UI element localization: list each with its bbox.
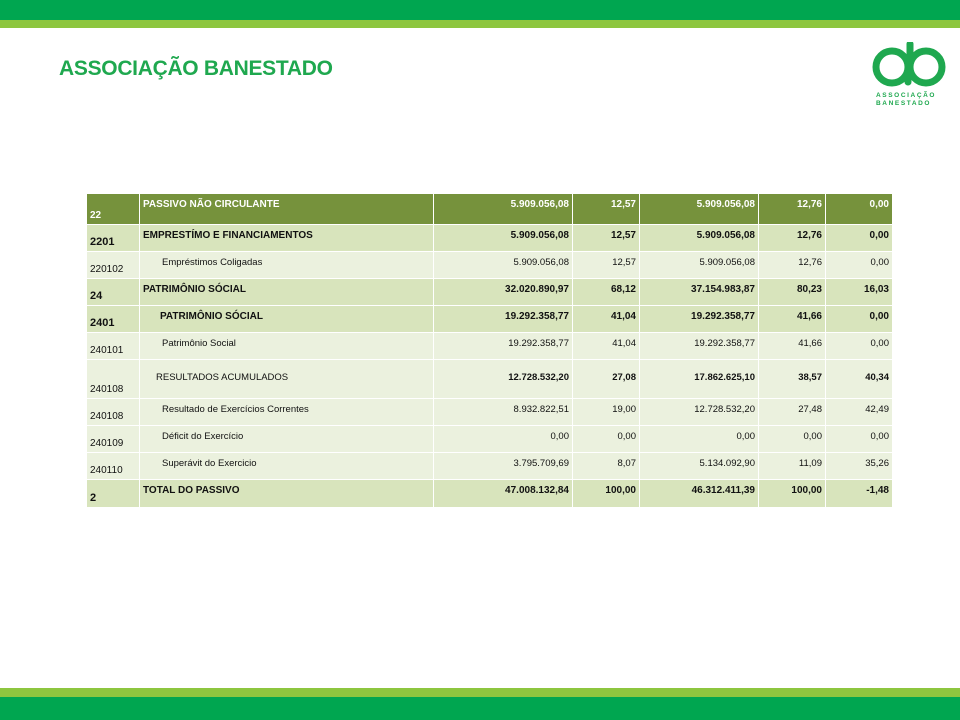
row-code: 2201 [87,225,139,251]
table-row: 2201 EMPRESTÍMO E FINANCIAMENTOS 5.909.0… [87,225,892,251]
row-code: 2 [87,480,139,507]
row-percent-2: 12,76 [759,225,825,251]
logo-text-line2: BANESTADO [876,100,932,107]
row-value-2: 5.909.056,08 [640,225,758,251]
row-variation: 0,00 [826,252,892,278]
row-code: 220102 [87,252,139,278]
row-percent-2: 41,66 [759,306,825,332]
row-value-1: 19.292.358,77 [434,306,572,332]
row-description: Empréstimos Coligadas [140,252,433,278]
row-value-1: 0,00 [434,426,572,452]
row-percent-1: 68,12 [573,279,639,305]
page-title: ASSOCIAÇÃO BANESTADO [59,57,333,80]
row-variation: 0,00 [826,306,892,332]
row-code: 240101 [87,333,139,359]
row-percent-2: 41,66 [759,333,825,359]
row-description: PATRIMÔNIO SÓCIAL [140,306,433,332]
row-description: PATRIMÔNIO SÓCIAL [140,279,433,305]
row-description: Déficit do Exercício [140,426,433,452]
row-value-1: 3.795.709,69 [434,453,572,479]
bottom-band-dark [0,697,960,720]
row-percent-2: 100,00 [759,480,825,507]
table-row: 24 PATRIMÔNIO SÓCIAL 32.020.890,97 68,12… [87,279,892,305]
row-percent-2: 0,00 [759,426,825,452]
table-row: 240108 Resultado de Exercícios Correntes… [87,399,892,425]
bottom-band-light [0,688,960,697]
row-percent-2: 38,57 [759,360,825,398]
row-percent-1: 41,04 [573,333,639,359]
row-value-1: 5.909.056,08 [434,252,572,278]
logo-text-line1: ASSOCIAÇÃO [876,92,937,99]
balance-table: 22 PASSIVO NÃO CIRCULANTE 5.909.056,08 1… [86,193,893,508]
row-percent-1: 12,57 [573,194,639,224]
row-variation: 0,00 [826,194,892,224]
row-code: 240110 [87,453,139,479]
row-percent-2: 11,09 [759,453,825,479]
row-value-1: 5.909.056,08 [434,225,572,251]
row-value-2: 37.154.983,87 [640,279,758,305]
row-code: 240108 [87,399,139,425]
row-percent-1: 19,00 [573,399,639,425]
table-row: 240101 Patrimônio Social 19.292.358,77 4… [87,333,892,359]
row-description: RESULTADOS ACUMULADOS [140,360,433,398]
table-row: 240109 Déficit do Exercício 0,00 0,00 0,… [87,426,892,452]
row-description: Resultado de Exercícios Correntes [140,399,433,425]
row-value-1: 19.292.358,77 [434,333,572,359]
logo: ASSOCIAÇÃO BANESTADO [868,42,948,112]
row-value-2: 19.292.358,77 [640,306,758,332]
row-percent-1: 12,57 [573,225,639,251]
row-description: TOTAL DO PASSIVO [140,480,433,507]
row-percent-1: 100,00 [573,480,639,507]
table-row: 240108 RESULTADOS ACUMULADOS 12.728.532,… [87,360,892,398]
row-variation: 0,00 [826,333,892,359]
row-description: Superávit do Exercicio [140,453,433,479]
row-value-2: 46.312.411,39 [640,480,758,507]
top-band-dark [0,0,960,20]
row-description: EMPRESTÍMO E FINANCIAMENTOS [140,225,433,251]
ab-logo-icon [872,42,946,87]
row-value-1: 8.932.822,51 [434,399,572,425]
table-row: 220102 Empréstimos Coligadas 5.909.056,0… [87,252,892,278]
row-value-1: 12.728.532,20 [434,360,572,398]
row-value-2: 12.728.532,20 [640,399,758,425]
row-description: Patrimônio Social [140,333,433,359]
row-percent-1: 41,04 [573,306,639,332]
row-value-2: 5.909.056,08 [640,194,758,224]
row-code: 2401 [87,306,139,332]
row-variation: 16,03 [826,279,892,305]
row-variation: 0,00 [826,426,892,452]
row-percent-1: 8,07 [573,453,639,479]
row-value-2: 19.292.358,77 [640,333,758,359]
table-row: 240110 Superávit do Exercicio 3.795.709,… [87,453,892,479]
top-band-light [0,20,960,28]
row-percent-2: 80,23 [759,279,825,305]
row-value-2: 5.134.092,90 [640,453,758,479]
table-row-total: 2 TOTAL DO PASSIVO 47.008.132,84 100,00 … [87,480,892,507]
row-value-1: 32.020.890,97 [434,279,572,305]
row-code: 240108 [87,360,139,398]
row-value-2: 0,00 [640,426,758,452]
row-code: 24 [87,279,139,305]
row-code: 22 [87,194,139,224]
row-code: 240109 [87,426,139,452]
row-value-1: 47.008.132,84 [434,480,572,507]
row-value-2: 5.909.056,08 [640,252,758,278]
row-percent-1: 12,57 [573,252,639,278]
row-percent-2: 27,48 [759,399,825,425]
row-variation: 35,26 [826,453,892,479]
row-percent-2: 12,76 [759,194,825,224]
row-variation: 42,49 [826,399,892,425]
row-value-2: 17.862.625,10 [640,360,758,398]
row-variation: -1,48 [826,480,892,507]
row-variation: 0,00 [826,225,892,251]
row-percent-1: 27,08 [573,360,639,398]
row-percent-1: 0,00 [573,426,639,452]
row-variation: 40,34 [826,360,892,398]
row-description: PASSIVO NÃO CIRCULANTE [140,194,433,224]
table-row: 22 PASSIVO NÃO CIRCULANTE 5.909.056,08 1… [87,194,892,224]
table-row: 2401 PATRIMÔNIO SÓCIAL 19.292.358,77 41,… [87,306,892,332]
row-value-1: 5.909.056,08 [434,194,572,224]
row-percent-2: 12,76 [759,252,825,278]
